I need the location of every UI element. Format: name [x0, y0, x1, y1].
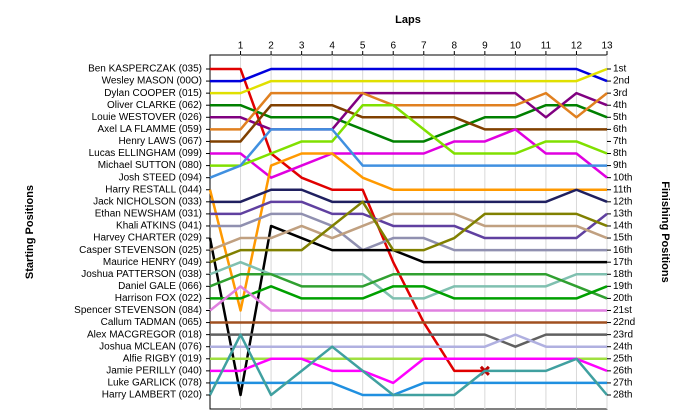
y2-tick-label: 23rd — [613, 329, 633, 340]
x-tick-label: 4 — [329, 41, 335, 52]
series-line — [210, 333, 607, 348]
y-tick-label: Jamie PERILLY (040) — [106, 365, 202, 376]
series-line — [210, 333, 607, 348]
y-tick-label: Josh STEED (094) — [119, 172, 202, 183]
y2-tick-label: 9th — [613, 160, 627, 171]
series-line — [210, 381, 607, 397]
series-line — [210, 128, 608, 179]
series-line — [209, 285, 607, 312]
y-tick-label: Lucas ELLINGHAM (099) — [89, 148, 202, 159]
x-tick-label: 13 — [601, 41, 613, 52]
x-tick-label: 10 — [510, 41, 522, 52]
y2-tick-label: 2nd — [613, 76, 630, 87]
y2-tick-label: 10th — [613, 172, 632, 183]
series-line — [209, 200, 608, 264]
series-line — [208, 152, 607, 312]
y-tick-label: Harrison FOX (022) — [115, 293, 202, 304]
series-line — [210, 357, 608, 385]
y-tick-label: Joshua MCLEAN (076) — [99, 341, 202, 352]
y2-tick-label: 22nd — [613, 317, 635, 328]
y-tick-label: Harvey CHARTER (029) — [93, 233, 202, 244]
y2-tick-label: 3rd — [613, 88, 627, 99]
y2-tick-label: 28th — [613, 390, 632, 401]
y-axis-title: Starting Positions — [24, 185, 36, 279]
x-tick-label: 6 — [390, 41, 396, 52]
y-tick-label: Harry RESTALL (044) — [105, 184, 202, 195]
y2-tick-label: 21st — [613, 305, 632, 316]
series-line — [210, 212, 607, 252]
y-tick-label: Callum TADMAN (065) — [101, 317, 202, 328]
series-line — [209, 128, 607, 179]
series-line — [210, 188, 608, 204]
x-tick-label: 5 — [360, 41, 366, 52]
series-line — [210, 200, 608, 240]
y2-tick-label: 27th — [613, 378, 632, 389]
y2-tick-label: 1st — [613, 64, 627, 75]
series-line — [210, 103, 607, 143]
y-tick-label: Luke GARLICK (078) — [108, 378, 203, 389]
series-line — [209, 212, 608, 252]
y-tick-label: Michael SUTTON (080) — [98, 160, 202, 171]
series-line — [209, 273, 608, 300]
y-tick-label: Axel LA FLAMME (059) — [98, 124, 202, 135]
y-tick-label: Spencer STEVENSON (084) — [74, 305, 202, 316]
y2-tick-label: 20th — [613, 293, 632, 304]
y2-tick-label: 13th — [613, 209, 632, 220]
y-tick-label: Casper STEVENSON (025) — [79, 245, 202, 256]
series-line — [210, 67, 608, 95]
y-tick-label: Harry LAMBERT (020) — [102, 390, 202, 401]
y2-tick-label: 19th — [613, 281, 632, 292]
y2-tick-label: 17th — [613, 257, 632, 268]
series-line — [210, 285, 608, 300]
y2-tick-label: 12th — [613, 196, 632, 207]
y-tick-label: Daniel GALE (066) — [118, 281, 202, 292]
y2-tick-label: 18th — [613, 269, 632, 280]
y2-tick-label: 6th — [613, 124, 627, 135]
y2-tick-label: 5th — [613, 112, 627, 123]
y-tick-label: Khali ATKINS (041) — [116, 221, 202, 232]
x-tick-label: 7 — [421, 41, 427, 52]
y-tick-label: Maurice HENRY (049) — [103, 257, 202, 268]
series-line — [210, 67, 608, 83]
y2-tick-label: 26th — [613, 365, 632, 376]
y2-tick-label: 8th — [613, 148, 627, 159]
x-tick-label: 11 — [541, 41, 552, 52]
x-tick-label: 1 — [238, 41, 244, 52]
series-line — [210, 103, 608, 143]
series-line — [210, 91, 608, 131]
y-tick-label: Alfie RIGBY (019) — [123, 353, 202, 364]
series-line — [209, 260, 607, 300]
y2-tick-label: 11th — [613, 184, 632, 195]
series-line — [208, 224, 607, 397]
y-tick-label: Louie WESTOVER (026) — [92, 112, 202, 123]
series-line — [210, 91, 608, 131]
x-tick-label: 12 — [571, 41, 583, 52]
y-tick-label: Oliver CLARKE (062) — [107, 100, 202, 111]
y-tick-label: Ben KASPERCZAK (035) — [88, 64, 202, 75]
y2-tick-label: 24th — [613, 341, 632, 352]
series-line — [210, 103, 608, 167]
y-tick-label: Dylan COOPER (015) — [104, 88, 202, 99]
y-tick-label: Henry LAWS (067) — [118, 136, 202, 147]
y2-tick-label: 16th — [613, 245, 632, 256]
x-axis-title: Laps — [395, 14, 421, 26]
y-tick-label: Alex MACGREGOR (018) — [87, 329, 202, 340]
series-line — [208, 333, 608, 397]
y-tick-label: Jack NICHOLSON (033) — [93, 196, 202, 207]
y2-tick-label: 7th — [613, 136, 627, 147]
y2-tick-label: 25th — [613, 353, 632, 364]
y-tick-label: Ethan NEWSHAM (031) — [95, 209, 202, 220]
y2-tick-label: 14th — [613, 221, 632, 232]
y-tick-label: Joshua PATTERSON (038) — [81, 269, 202, 280]
x-tick-label: 8 — [452, 41, 458, 52]
y2-axis-title: Finishing Positions — [659, 181, 671, 282]
x-tick-label: 9 — [482, 41, 488, 52]
y-tick-label: Wesley MASON (00O) — [102, 76, 202, 87]
y2-tick-label: 15th — [613, 233, 632, 244]
x-tick-label: 2 — [268, 41, 274, 52]
series-line — [210, 67, 485, 373]
y2-tick-label: 4th — [613, 100, 627, 111]
x-tick-label: 3 — [299, 41, 305, 52]
